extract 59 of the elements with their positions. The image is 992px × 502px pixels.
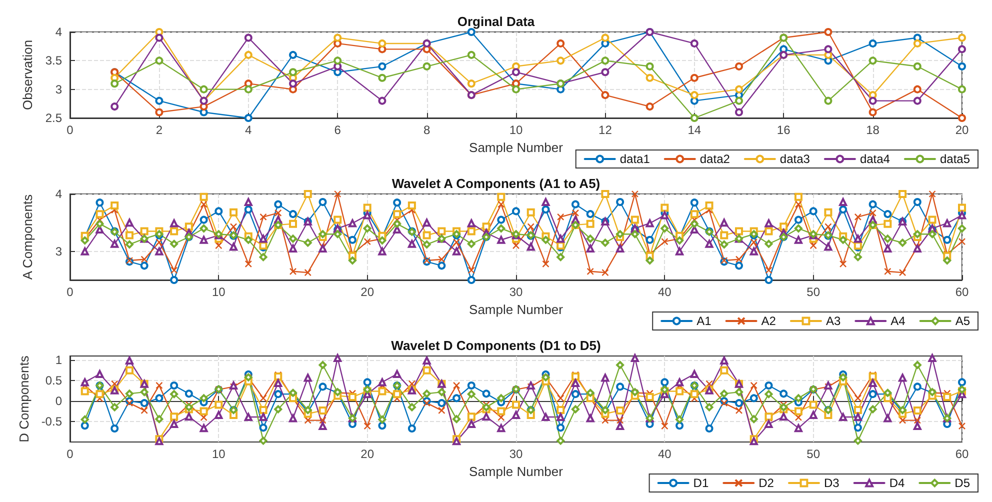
x-tick-label: 20	[360, 285, 374, 299]
y-tick-label: 3	[55, 82, 62, 96]
legend-label: D1	[693, 476, 709, 490]
legend-label: D5	[954, 476, 970, 490]
x-tick-label: 20	[955, 123, 969, 137]
x-tick-label: 20	[360, 447, 374, 461]
chart-title: Wavelet D Components (D1 to D5)	[391, 338, 601, 353]
legend-label: data3	[780, 152, 810, 166]
y-axis-title: D Components	[16, 355, 32, 442]
legend-label: A1	[696, 314, 712, 328]
x-tick-label: 12	[598, 123, 612, 137]
legend-label: A4	[890, 314, 906, 328]
legend-label: D4	[889, 476, 905, 490]
x-tick-label: 60	[955, 447, 969, 461]
x-tick-label: 0	[66, 447, 74, 461]
legend-label: A3	[826, 314, 841, 328]
y-tick-label: 4	[55, 25, 62, 39]
x-tick-label: 0	[66, 285, 74, 299]
x-axis-title: Sample Number	[469, 302, 564, 317]
x-tick-label: 10	[212, 285, 226, 299]
x-tick-label: 16	[776, 123, 791, 137]
legend-label: A2	[761, 314, 776, 328]
x-tick-label: 0	[66, 123, 74, 137]
x-axis-title: Sample Number	[469, 140, 564, 155]
x-tick-label: 50	[806, 285, 820, 299]
y-tick-label: 3	[55, 244, 62, 258]
y-tick-label: 4	[55, 187, 62, 201]
chart-title: Orginal Data	[457, 14, 536, 29]
x-tick-label: 8	[423, 123, 430, 137]
x-tick-label: 40	[658, 285, 672, 299]
x-tick-label: 4	[245, 123, 252, 137]
x-axis-title: Sample Number	[469, 464, 564, 479]
y-tick-label: 3.5	[45, 54, 62, 68]
legend-label: A5	[955, 314, 970, 328]
x-tick-label: 6	[334, 123, 342, 137]
x-tick-label: 18	[866, 123, 880, 137]
y-tick-label: 1	[55, 353, 62, 368]
x-tick-label: 14	[688, 123, 702, 137]
x-tick-label: 60	[955, 285, 969, 299]
legend-label: D3	[824, 476, 840, 490]
legend-label: data4	[860, 152, 890, 166]
y-tick-label: 0.5	[45, 374, 62, 388]
legend-label: data5	[940, 152, 970, 166]
y-axis-title: Observation	[20, 40, 35, 110]
x-tick-label: 30	[509, 285, 523, 299]
y-tick-label: -0.5	[41, 414, 62, 429]
y-tick-label: 2.5	[45, 111, 62, 125]
y-tick-label: 0	[55, 394, 62, 408]
x-tick-label: 40	[658, 447, 672, 461]
legend-label: data2	[700, 152, 730, 166]
legend-label: D2	[758, 476, 774, 490]
x-tick-label: 30	[509, 447, 523, 461]
x-tick-label: 50	[806, 447, 820, 461]
x-tick-label: 10	[212, 447, 226, 461]
legend-label: data1	[620, 152, 650, 166]
y-axis-title: A Components	[20, 194, 35, 280]
x-tick-label: 2	[156, 123, 163, 137]
x-tick-label: 10	[509, 123, 523, 137]
chart-title: Wavelet A Components (A1 to A5)	[392, 176, 600, 191]
